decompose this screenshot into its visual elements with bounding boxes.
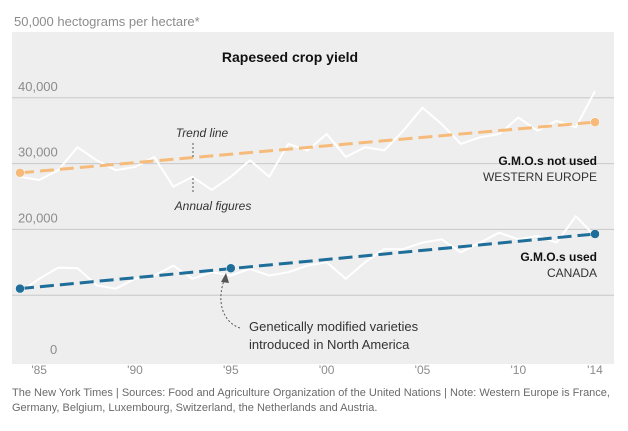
gmo-annotation-arrowhead xyxy=(221,273,229,283)
x-tick-label: '90 xyxy=(127,363,143,377)
tick-labels: 0 20,000 30,000 40,000 '85 '90 '95 '00 '05 '10 '14 xyxy=(18,79,603,377)
plot-background xyxy=(12,32,614,364)
gmo-annotation-arrow xyxy=(220,277,241,329)
europe-region-label: WESTERN EUROPE xyxy=(483,170,597,184)
trend-marker xyxy=(15,283,25,294)
annual-figures-annotation: Annual figures xyxy=(174,199,252,213)
y-tick-label: 40,000 xyxy=(18,79,58,94)
x-tick-label: '14 xyxy=(587,363,603,377)
x-tick-label: '95 xyxy=(223,363,239,377)
europe-title-label: G.M.O.s not used xyxy=(498,154,597,168)
gmo-annotation-line2: introduced in North America xyxy=(249,337,410,352)
trend-line-annotation: Trend line xyxy=(176,126,229,140)
x-tick-label: '05 xyxy=(415,363,431,377)
x-tick-label: '00 xyxy=(319,363,335,377)
y-tick-label: 30,000 xyxy=(18,145,58,160)
trend-line-canada-trend xyxy=(19,232,596,291)
canada-title-label: G.M.O.s used xyxy=(520,250,597,264)
trend-marker xyxy=(226,263,236,273)
annual-lines xyxy=(19,90,596,293)
x-tick-label: '85 xyxy=(31,363,47,377)
y-axis-unit-label: 50,000 hectograms per hectare* xyxy=(14,14,200,29)
trend-marker xyxy=(590,229,600,239)
gmo-annotation-line1: Genetically modified varieties xyxy=(249,319,419,334)
annual-line-canada-annual xyxy=(19,215,596,293)
y-tick-label: 20,000 xyxy=(18,210,58,225)
trend-lines xyxy=(19,120,596,291)
x-tick-label: '10 xyxy=(511,363,527,377)
y-tick-label: 0 xyxy=(50,342,57,357)
trend-marker xyxy=(590,117,600,127)
trend-marker xyxy=(15,168,25,178)
trend-markers xyxy=(15,117,600,294)
annual-line-western-europe-annual xyxy=(19,90,596,191)
trend-line-western-europe-trend xyxy=(19,120,596,175)
footer-source-note: The New York Times | Sources: Food and A… xyxy=(12,387,610,414)
chart-title: Rapeseed crop yield xyxy=(222,49,358,65)
canada-region-label: CANADA xyxy=(547,266,597,280)
